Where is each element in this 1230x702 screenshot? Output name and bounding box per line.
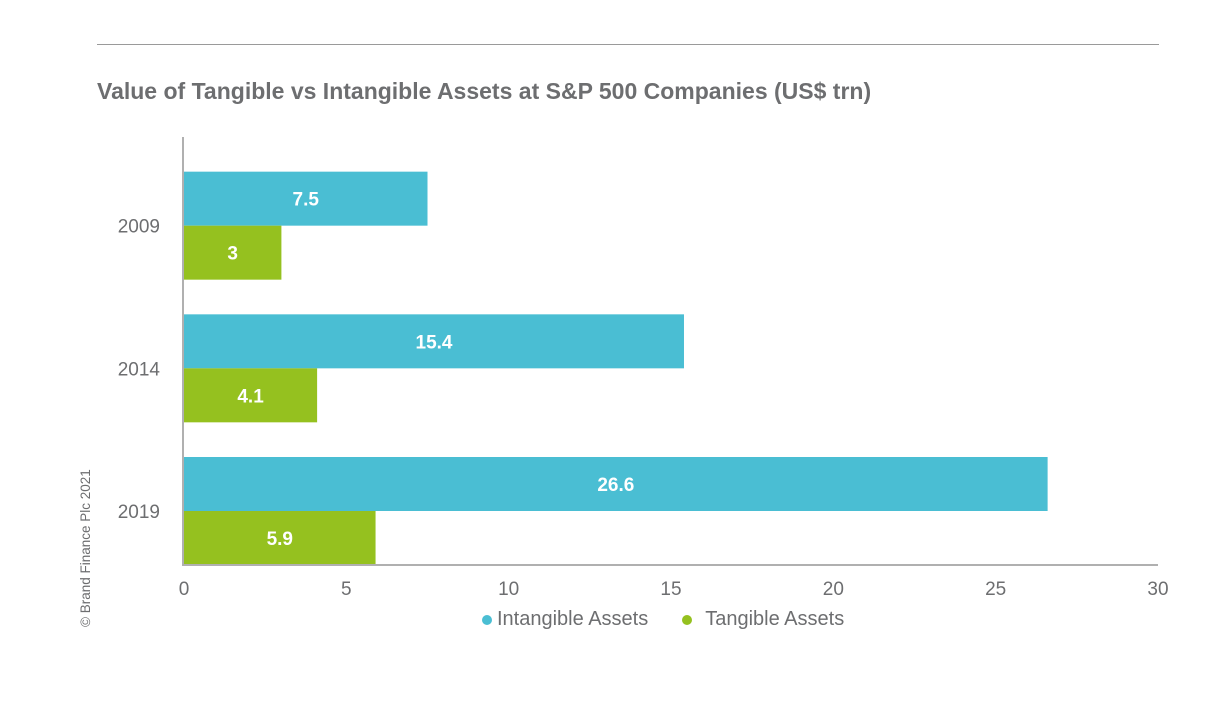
bar-tangible-assets xyxy=(184,225,282,280)
legend-swatch-intangible xyxy=(482,614,492,625)
category-label: 2014 xyxy=(118,359,161,380)
data-label: 15.4 xyxy=(416,332,453,353)
legend-label-intangible: Intangible Assets xyxy=(497,608,649,630)
category-label: 2009 xyxy=(118,217,160,238)
bar-intangible-assets xyxy=(184,171,428,226)
category-label: 2019 xyxy=(118,502,160,523)
legend: Intangible Assets Tangible Assets xyxy=(482,608,844,631)
x-tick-label: 25 xyxy=(985,579,1006,600)
x-tick-label: 0 xyxy=(179,579,190,600)
x-tick-label: 10 xyxy=(498,579,519,600)
data-label: 7.5 xyxy=(293,190,320,211)
bar-intangible-assets xyxy=(184,314,684,369)
legend-label-tangible: Tangible Assets xyxy=(705,608,845,630)
bar-tangible-assets xyxy=(184,511,376,565)
x-tick-label: 30 xyxy=(1147,579,1168,600)
x-tick-label: 15 xyxy=(660,579,681,600)
chart-title: Value of Tangible vs Intangible Assets a… xyxy=(97,78,872,104)
legend-swatch-tangible xyxy=(682,614,693,625)
x-tick-label: 20 xyxy=(823,579,844,600)
legend-item-tangible: Tangible Assets xyxy=(682,608,844,631)
data-label: 3 xyxy=(227,244,238,265)
top-divider xyxy=(97,44,1159,45)
bar-tangible-assets xyxy=(184,368,318,423)
x-tick-label: 5 xyxy=(341,579,352,600)
data-label: 5.9 xyxy=(267,529,293,550)
bar-intangible-assets xyxy=(184,457,1048,511)
legend-item-intangible: Intangible Assets xyxy=(482,608,648,631)
data-label: 4.1 xyxy=(237,386,264,407)
data-label: 26.6 xyxy=(597,475,634,496)
